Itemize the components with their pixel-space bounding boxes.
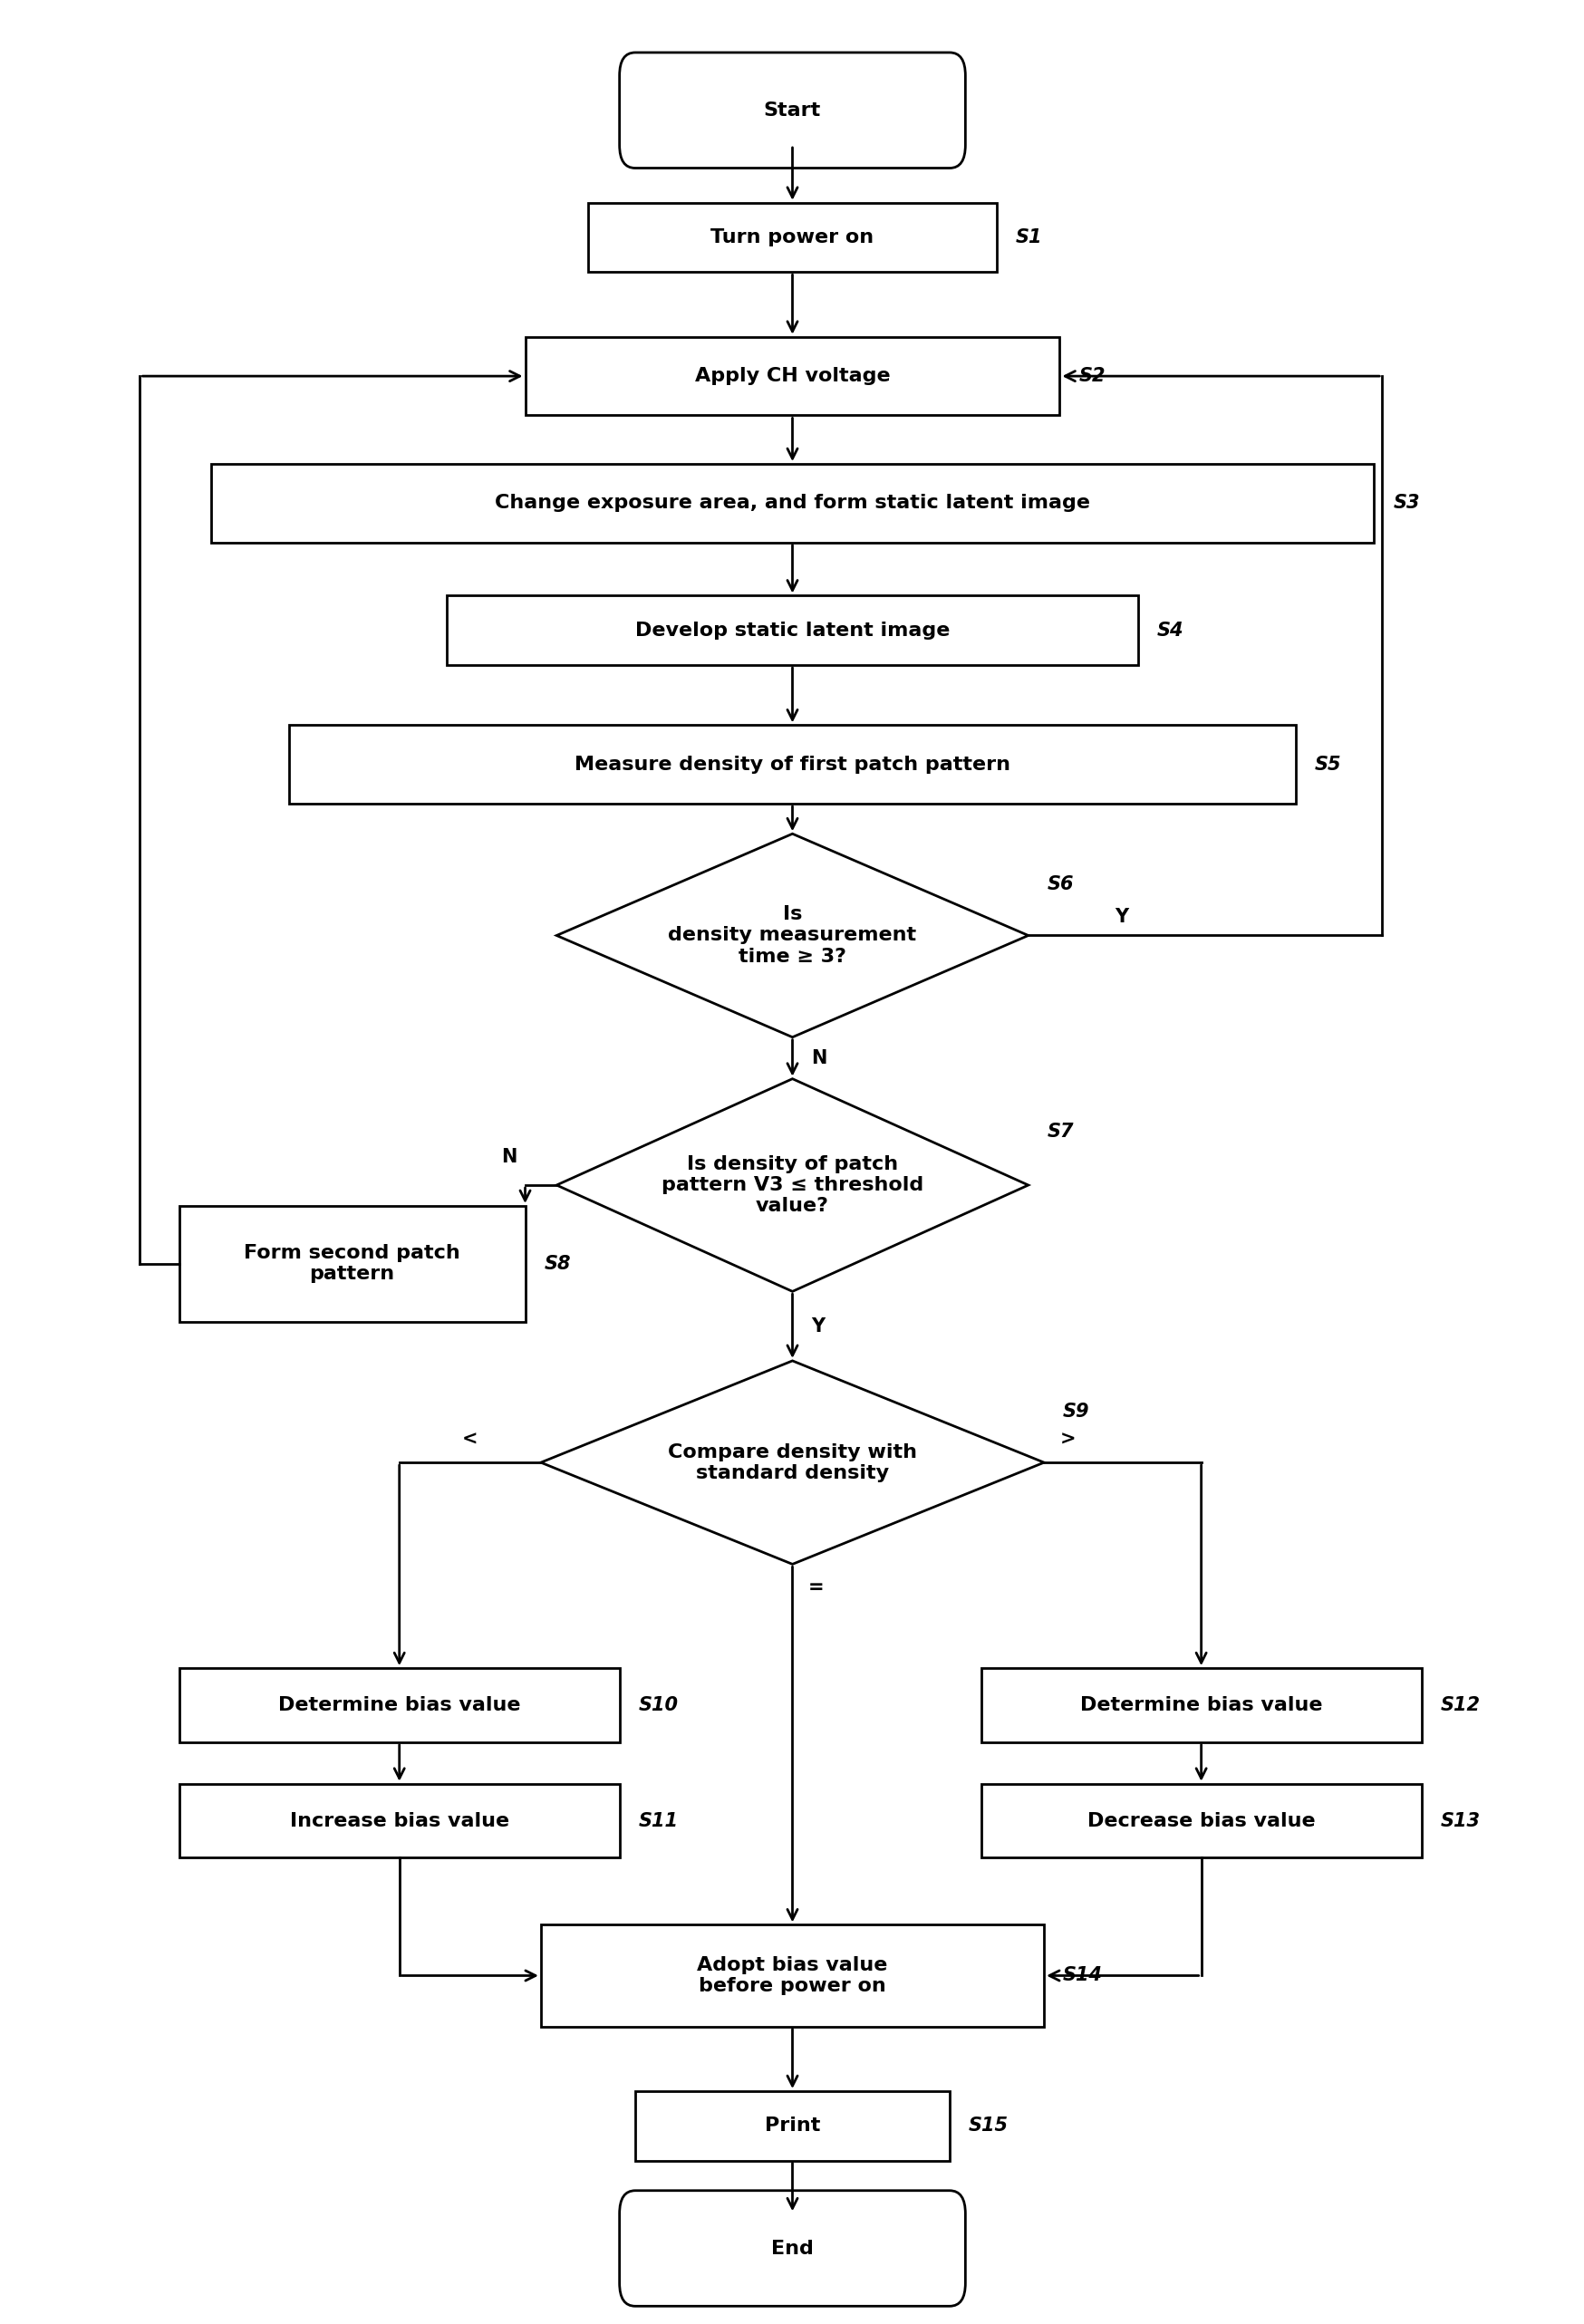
Text: Turn power on: Turn power on <box>711 228 873 246</box>
Bar <box>540 1924 1044 2027</box>
Text: Is density of patch
pattern V3 ≤ threshold
value?: Is density of patch pattern V3 ≤ thresho… <box>661 1155 923 1215</box>
Text: S3: S3 <box>1392 495 1419 511</box>
Polygon shape <box>540 1362 1044 1564</box>
Text: Y: Y <box>811 1318 825 1336</box>
Bar <box>980 1785 1421 1857</box>
Text: Increase bias value: Increase bias value <box>290 1813 508 1829</box>
Text: Print: Print <box>763 2117 821 2136</box>
Bar <box>980 1669 1421 1743</box>
Text: Determine bias value: Determine bias value <box>1079 1697 1321 1715</box>
Text: S7: S7 <box>1047 1122 1074 1141</box>
Text: End: End <box>771 2240 813 2257</box>
Text: N: N <box>811 1048 827 1067</box>
Text: S15: S15 <box>968 2117 1007 2136</box>
Text: S13: S13 <box>1440 1813 1479 1829</box>
Bar <box>179 1669 619 1743</box>
Bar <box>211 465 1373 541</box>
Text: N: N <box>501 1148 516 1167</box>
Text: Adopt bias value
before power on: Adopt bias value before power on <box>697 1957 887 1996</box>
Text: <: < <box>463 1429 478 1448</box>
Text: Measure density of first patch pattern: Measure density of first patch pattern <box>573 755 1011 774</box>
Bar <box>447 595 1137 665</box>
Text: Is
density measurement
time ≥ 3?: Is density measurement time ≥ 3? <box>668 906 916 964</box>
Text: S11: S11 <box>638 1813 678 1829</box>
Text: Y: Y <box>1114 909 1128 925</box>
Bar <box>290 725 1294 804</box>
Text: S12: S12 <box>1440 1697 1479 1715</box>
FancyBboxPatch shape <box>619 53 965 167</box>
Text: Develop static latent image: Develop static latent image <box>635 621 949 639</box>
Text: S5: S5 <box>1313 755 1340 774</box>
Polygon shape <box>556 1078 1028 1292</box>
Text: Start: Start <box>763 102 821 119</box>
Text: >: > <box>1060 1429 1076 1448</box>
Bar <box>179 1785 619 1857</box>
Bar <box>179 1206 524 1322</box>
Text: S14: S14 <box>1063 1966 1102 1985</box>
Text: S2: S2 <box>1079 367 1104 386</box>
Text: S4: S4 <box>1156 621 1183 639</box>
Bar <box>588 202 996 272</box>
Text: Determine bias value: Determine bias value <box>279 1697 520 1715</box>
Bar <box>524 337 1060 416</box>
Polygon shape <box>556 834 1028 1037</box>
Text: S10: S10 <box>638 1697 678 1715</box>
Text: Change exposure area, and form static latent image: Change exposure area, and form static la… <box>494 495 1090 511</box>
Text: S6: S6 <box>1047 876 1074 895</box>
Text: Form second patch
pattern: Form second patch pattern <box>244 1243 459 1283</box>
Text: =: = <box>808 1578 824 1597</box>
Bar <box>635 2092 949 2161</box>
Text: Apply CH voltage: Apply CH voltage <box>694 367 890 386</box>
Text: S9: S9 <box>1063 1404 1090 1420</box>
FancyBboxPatch shape <box>619 2192 965 2305</box>
Text: S1: S1 <box>1015 228 1042 246</box>
Text: S8: S8 <box>543 1255 570 1274</box>
Text: Compare density with
standard density: Compare density with standard density <box>667 1443 917 1483</box>
Text: Decrease bias value: Decrease bias value <box>1087 1813 1315 1829</box>
